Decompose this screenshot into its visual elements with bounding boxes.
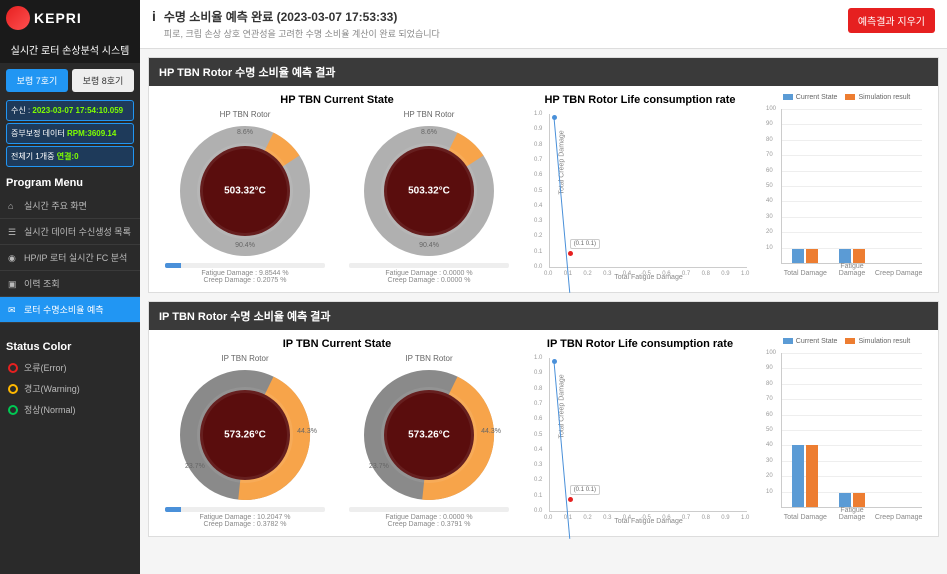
fatigue-damage-text: Fatigue Damage : 9.8544 % [157,270,333,277]
page-header: i 수명 소비율 예측 완료 (2023-03-07 17:53:33) 피로,… [140,0,947,49]
menu-item-3[interactable]: ▣ 이력 조회 [0,271,140,297]
fatigue-damage-text: Fatigue Damage : 0.0000 % [341,514,517,521]
menu-item-0[interactable]: ⌂ 실시간 주요 화면 [0,193,140,219]
scatter-title: HP TBN Rotor Life consumption rate [525,94,755,106]
panel-title: IP TBN Rotor 수명 소비율 예측 결과 [149,302,938,330]
logo-icon [6,6,30,30]
scatter-chart: Total Creep DamageTotal Fatigue Damage0.… [549,114,747,268]
legend-item: Current State [783,338,838,345]
status-dot-icon [8,384,18,394]
scatter-title: IP TBN Rotor Life consumption rate [525,338,755,350]
clear-results-button[interactable]: 예측결과 지우기 [848,8,935,33]
donut-section: IP TBN Current State IP TBN Rotor 573.26… [157,338,517,528]
unit-tabs: 보령 7호기보령 8호기 [0,63,140,98]
donut-center-temp: 573.26°C [408,430,450,441]
creep-damage-text: Creep Damage : 0.0000 % [341,277,517,284]
page-title: 수명 소비율 예측 완료 (2023-03-07 17:53:33) [164,8,440,25]
sidebar-title: 실시간 로터 손상분석 시스템 [0,36,140,63]
donut-column: IP TBN Rotor 573.26°C 23.7%44.3% Fatigue… [157,354,333,528]
donut-chart: 573.26°C 23.7%44.3% [175,365,315,505]
unit-tab-0[interactable]: 보령 7호기 [6,69,68,92]
menu-item-label: 이력 조회 [24,277,60,290]
rotor-panel-0: HP TBN Rotor 수명 소비율 예측 결과 HP TBN Current… [148,57,939,293]
legend-item: Simulation result [845,338,910,345]
main-content: i 수명 소비율 예측 완료 (2023-03-07 17:53:33) 피로,… [140,0,947,574]
donut-sublabel: IP TBN Rotor [157,354,333,363]
menu-item-1[interactable]: ☰ 실시간 데이터 수신생성 목록 [0,219,140,245]
legend-item: Current State [783,94,838,101]
creep-damage-text: Creep Damage : 0.2075 % [157,277,333,284]
page-subtitle: 피로, 크립 손상 상호 연관성을 고려한 수명 소비율 계산이 완료 되었습니… [164,27,440,40]
logo-text: KEPRI [34,10,82,26]
bar-legend: Current State Simulation result [763,338,930,345]
menu-item-label: 실시간 주요 화면 [24,199,87,212]
home-icon: ⌂ [8,201,18,211]
bar-chart: 102030405060708090100 Total Damage Fatig… [781,109,922,264]
menu-item-label: HP/IP 로터 실시간 FC 분석 [24,251,127,264]
rotor-panel-1: IP TBN Rotor 수명 소비율 예측 결과 IP TBN Current… [148,301,939,537]
donut-sublabel: IP TBN Rotor [341,354,517,363]
logo: KEPRI [0,0,140,36]
scatter-section: IP TBN Rotor Life consumption rate Total… [525,338,755,528]
content-scroll[interactable]: HP TBN Rotor 수명 소비율 예측 결과 HP TBN Current… [140,49,947,574]
fatigue-damage-text: Fatigue Damage : 10.2047 % [157,514,333,521]
menu-item-4[interactable]: ✉ 로터 수명소비율 예측 [0,297,140,323]
menu-item-label: 실시간 데이터 수신생성 목록 [24,225,131,238]
donut-sublabel: HP TBN Rotor [157,110,333,119]
bar-simulation [853,249,865,263]
status-dot-icon [8,405,18,415]
donut-center-temp: 503.32°C [408,186,450,197]
list-icon: ☰ [8,227,18,237]
bar-current [839,493,851,507]
status-box-1: 증부보정 데이터 RPM:3609.14 [6,123,134,144]
donut-column: IP TBN Rotor 573.26°C 23.7%44.3% Fatigue… [341,354,517,528]
legend-item: Simulation result [845,94,910,101]
donut-section-title: HP TBN Current State [157,94,517,106]
donut-center-temp: 503.32°C [224,186,266,197]
donut-center-temp: 573.26°C [224,430,266,441]
fatigue-damage-text: Fatigue Damage : 0.0000 % [341,270,517,277]
info-icon: i [152,8,156,24]
status-color-header: Status Color [0,333,140,357]
donut-column: HP TBN Rotor 503.32°C 8.6%90.4% Fatigue … [341,110,517,284]
donut-section: HP TBN Current State HP TBN Rotor 503.32… [157,94,517,284]
mail-icon: ✉ [8,305,18,315]
status-box-0: 수신 : 2023-03-07 17:54:10.059 [6,100,134,121]
status-legend-red: 오류(Error) [0,357,140,378]
bar-section: Current State Simulation result 102030405… [763,94,930,284]
sidebar: KEPRI 실시간 로터 손상분석 시스템 보령 7호기보령 8호기 수신 : … [0,0,140,574]
panel-title: HP TBN Rotor 수명 소비율 예측 결과 [149,58,938,86]
status-dot-icon [8,363,18,373]
status-box-2: 전체기 1개중 연결:0 [6,146,134,167]
program-menu-header: Program Menu [0,169,140,193]
donut-chart: 503.32°C 8.6%90.4% [175,121,315,261]
globe-icon: ◉ [8,253,18,263]
donut-chart: 573.26°C 23.7%44.3% [359,365,499,505]
scatter-section: HP TBN Rotor Life consumption rate Total… [525,94,755,284]
scatter-chart: Total Creep DamageTotal Fatigue Damage0.… [549,358,747,512]
bar-legend: Current State Simulation result [763,94,930,101]
bar-section: Current State Simulation result 102030405… [763,338,930,528]
status-legend-yellow: 경고(Warning) [0,378,140,399]
bar-chart: 102030405060708090100 Total Damage Fatig… [781,353,922,508]
bar-simulation [806,249,818,263]
creep-damage-text: Creep Damage : 0.3782 % [157,521,333,528]
donut-chart: 503.32°C 8.6%90.4% [359,121,499,261]
folder-icon: ▣ [8,279,18,289]
donut-sublabel: HP TBN Rotor [341,110,517,119]
status-legend-green: 정상(Normal) [0,399,140,420]
donut-section-title: IP TBN Current State [157,338,517,350]
creep-damage-text: Creep Damage : 0.3791 % [341,521,517,528]
bar-simulation [853,493,865,507]
menu-item-label: 로터 수명소비율 예측 [24,303,104,316]
bar-current [792,249,804,263]
donut-column: HP TBN Rotor 503.32°C 8.6%90.4% Fatigue … [157,110,333,284]
bar-current [792,445,804,507]
unit-tab-1[interactable]: 보령 8호기 [72,69,134,92]
menu-item-2[interactable]: ◉ HP/IP 로터 실시간 FC 분석 [0,245,140,271]
bar-current [839,249,851,263]
bar-simulation [806,445,818,507]
